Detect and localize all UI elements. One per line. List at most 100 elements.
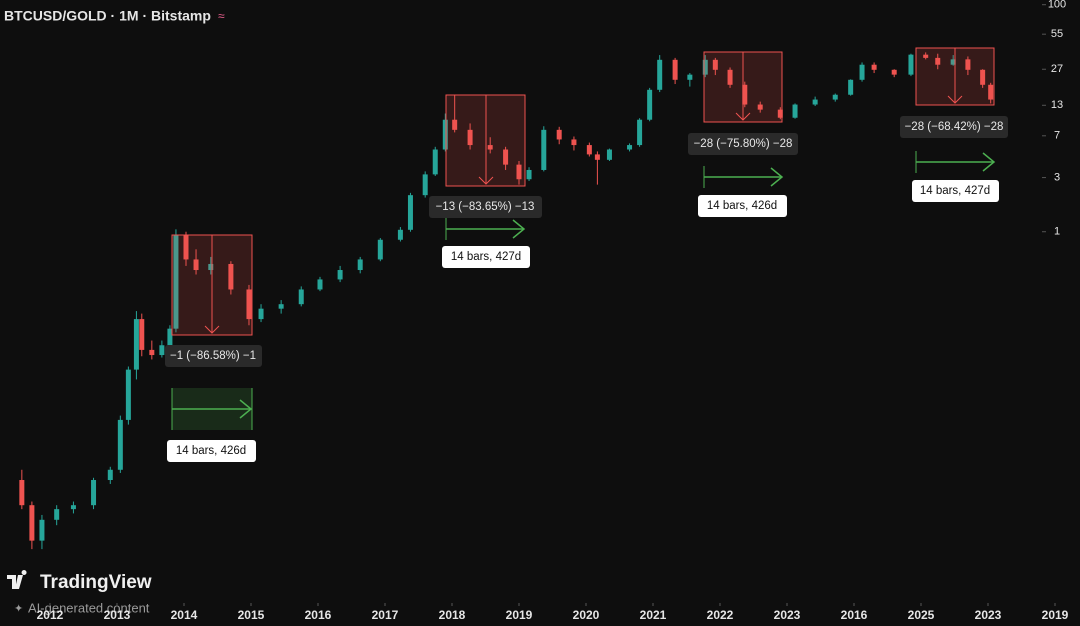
annotation-2: −13 (−83.65%) −13 14 bars, 427d — [429, 94, 542, 268]
label-box — [165, 345, 262, 367]
candle-body — [397, 229, 403, 240]
candle-body — [777, 109, 783, 118]
logo-mark — [7, 570, 27, 589]
candle-body — [672, 59, 678, 80]
candle-body — [29, 505, 35, 541]
candle-body — [526, 169, 532, 180]
candle-body — [859, 64, 865, 80]
candle-body — [594, 154, 600, 160]
chart-title: BTCUSD/GOLD · 1M · Bitstamp — [4, 8, 211, 24]
label-box — [912, 180, 999, 202]
x-tick-label: 2015 — [238, 608, 265, 622]
candle-body — [503, 149, 509, 165]
candle-body — [91, 480, 97, 506]
candle-body — [487, 145, 493, 150]
candle-body — [757, 104, 763, 110]
ai-icon: ✦ — [14, 603, 23, 615]
bars-label: 14 bars, 426d — [176, 445, 246, 457]
candle-body — [422, 174, 428, 196]
candle-body — [357, 259, 363, 271]
candle-body — [556, 129, 562, 140]
candle-body — [149, 349, 155, 356]
y-tick-label: 3 — [1054, 171, 1060, 183]
candle-body — [712, 59, 718, 70]
watermark: TradingView — [40, 572, 152, 593]
x-tick-label: 2023 — [774, 608, 801, 622]
candle-body — [54, 509, 60, 520]
candle-body — [637, 119, 643, 146]
x-tick-label: 2016 — [305, 608, 332, 622]
label-box — [900, 116, 1008, 138]
candle-body — [727, 69, 733, 85]
ai-notice: AI-generated content — [28, 600, 150, 615]
candle-body — [923, 54, 929, 58]
candle-body — [337, 270, 343, 280]
candle-body — [586, 145, 592, 155]
candle-body — [541, 129, 547, 170]
y-tick-label: 1 — [1054, 226, 1060, 238]
arrow-head — [512, 219, 526, 239]
candle-body — [442, 119, 448, 150]
candle-body — [871, 64, 877, 70]
candle-body — [39, 519, 45, 541]
candle-body — [246, 289, 252, 320]
logo: TradingView — [7, 570, 152, 593]
candle-body — [627, 145, 633, 150]
candle-body — [848, 79, 854, 95]
candle-body — [812, 99, 818, 105]
x-tick-label: 2022 — [707, 608, 734, 622]
bars-label: 14 bars, 426d — [707, 200, 777, 212]
x-tick-label: 2014 — [171, 608, 198, 622]
arrow-head — [478, 176, 494, 185]
bars-label: 14 bars, 427d — [451, 251, 521, 263]
measure-label: −1 (−86.58%) −1 — [170, 350, 256, 362]
candle-body — [980, 69, 986, 85]
candle-body — [193, 259, 199, 271]
arrow-head — [982, 152, 996, 172]
x-tick-label: 2019 — [506, 608, 533, 622]
candle-body — [19, 480, 25, 506]
candle-body — [183, 234, 189, 260]
label-box — [429, 196, 542, 218]
y-tick-label: 7 — [1054, 130, 1060, 142]
y-tick-label: 13 — [1051, 99, 1063, 111]
candle-body — [298, 289, 304, 305]
candle-body — [965, 59, 971, 70]
measure-label: −13 (−83.65%) −13 — [436, 201, 535, 213]
x-tick-label: 2018 — [439, 608, 466, 622]
candle-body — [117, 419, 123, 470]
candle-body — [139, 319, 145, 350]
measure-label: −28 (−75.80%) −28 — [694, 138, 793, 150]
candle-body — [702, 59, 708, 75]
axes: 100 55 27 13 7 3 1 2012 2013 2014 2015 2016 2017 2018… — [37, 0, 1069, 622]
status-icon: ≈ — [218, 9, 225, 23]
candle-body — [832, 94, 838, 100]
y-tick-label: 27 — [1051, 63, 1063, 75]
label-box — [688, 133, 798, 155]
candles — [19, 52, 994, 550]
y-tick-label: 100 — [1048, 0, 1066, 11]
label-box — [167, 440, 256, 462]
candle-body — [167, 328, 173, 346]
label-box — [442, 246, 530, 268]
x-tick-label: 2025 — [908, 608, 935, 622]
candle-body — [407, 195, 413, 230]
candle-body — [606, 149, 612, 160]
arrow-head — [735, 112, 751, 121]
candle-body — [467, 129, 473, 146]
candle-body — [657, 59, 663, 90]
annotation-1: −1 (−86.58%) −1 14 bars, 426d — [165, 234, 262, 462]
x-tick-label: 2023 — [975, 608, 1002, 622]
y-tick-label: 55 — [1051, 28, 1063, 40]
candle-body — [908, 54, 914, 75]
candle-body — [432, 149, 438, 175]
candle-body — [891, 69, 897, 75]
arrow-head — [947, 95, 963, 104]
arrow-head — [239, 399, 253, 419]
candle-body — [935, 57, 941, 65]
candle-body — [278, 304, 284, 309]
measure-label: −28 (−68.42%) −28 — [905, 121, 1004, 133]
arrow-head — [204, 325, 220, 334]
